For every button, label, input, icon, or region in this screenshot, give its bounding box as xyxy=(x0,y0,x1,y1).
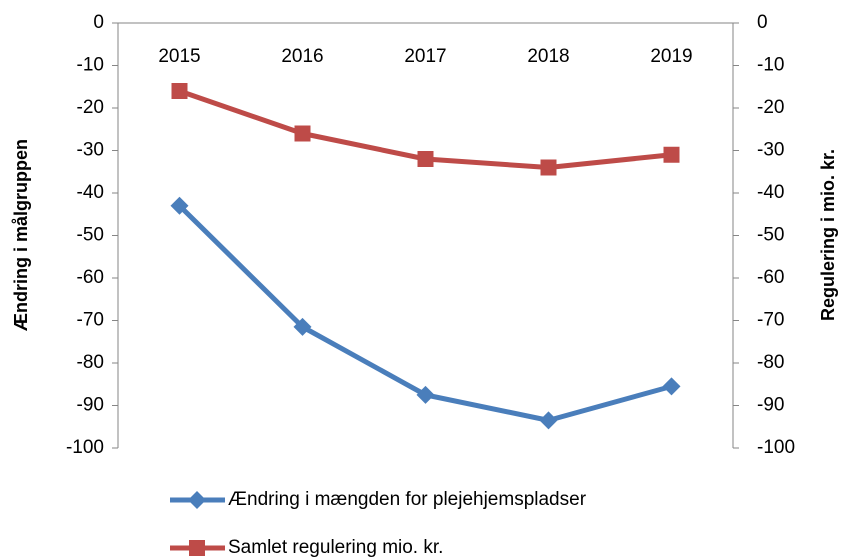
marker xyxy=(417,151,434,167)
legend-label: Ændring i mængden for plejehjemspladser xyxy=(228,489,587,510)
y-tick-label: -70 xyxy=(77,310,104,331)
x-tick-label: 2016 xyxy=(281,46,323,67)
x-tick-label: 2018 xyxy=(527,46,569,67)
y-tick-label: -50 xyxy=(77,225,104,246)
y-tick-label: -100 xyxy=(66,437,104,458)
y2-axis-title: Regulering i mio. kr. xyxy=(818,149,838,321)
marker xyxy=(170,196,189,215)
y2-tick-label: 0 xyxy=(757,12,768,33)
y-tick-label: -80 xyxy=(77,352,104,373)
y2-tick-label: -100 xyxy=(757,437,795,458)
y-tick-label: -90 xyxy=(77,395,104,416)
y2-tick-label: -50 xyxy=(757,225,784,246)
y-tick-label: -20 xyxy=(77,97,104,118)
y2-tick-label: -20 xyxy=(757,97,784,118)
x-tick-label: 2017 xyxy=(404,46,446,67)
y2-tick-label: -40 xyxy=(757,182,784,203)
marker xyxy=(188,491,206,509)
x-tick-label: 2019 xyxy=(650,46,692,67)
y-tick-label: -10 xyxy=(77,55,104,76)
y-axis-title: Ændring i målgruppen xyxy=(11,139,31,331)
y-tick-label: -40 xyxy=(77,182,104,203)
marker xyxy=(293,317,312,336)
x-tick-label: 2015 xyxy=(158,46,200,67)
marker xyxy=(663,146,680,163)
marker xyxy=(416,385,435,404)
y2-tick-label: -10 xyxy=(757,55,784,76)
y2-tick-label: -90 xyxy=(757,395,784,416)
marker xyxy=(171,83,188,99)
marker xyxy=(539,411,558,430)
marker xyxy=(294,125,311,142)
y2-tick-label: -30 xyxy=(757,140,784,161)
y2-tick-label: -60 xyxy=(757,267,784,288)
y2-tick-label: -80 xyxy=(757,352,784,373)
y-tick-label: -30 xyxy=(77,140,104,161)
marker xyxy=(662,377,681,396)
y-tick-label: 0 xyxy=(93,12,104,33)
legend-label: Samlet regulering mio. kr. xyxy=(228,537,443,558)
y-tick-label: -60 xyxy=(77,267,104,288)
marker xyxy=(189,540,205,556)
y2-tick-label: -70 xyxy=(757,310,784,331)
marker xyxy=(540,159,557,176)
